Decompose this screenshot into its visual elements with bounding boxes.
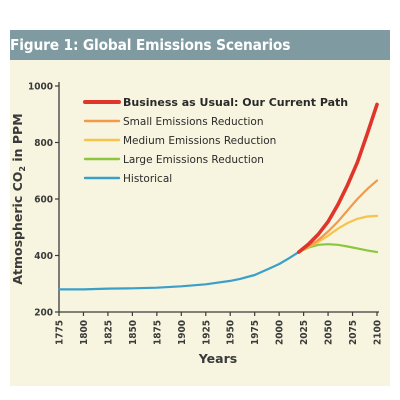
series-line-historical — [57, 251, 300, 291]
y-tick-label: 600 — [34, 195, 53, 206]
x-tick-label: 2075 — [348, 320, 359, 345]
y-axis-label: Atmospheric CO2 in PPM — [10, 113, 27, 284]
figure-title: Figure 1: Global Emissions Scenarios — [10, 36, 291, 54]
x-tick-label: 1775 — [55, 320, 66, 345]
x-tick-label: 1825 — [103, 320, 114, 345]
x-tick-label: 2050 — [324, 320, 335, 345]
x-tick-label: 1900 — [177, 320, 188, 345]
y-axis-label-tail: in PPM — [10, 113, 25, 166]
axes: 200 400 600 800 1000 1775 1800 1825 1850 1875 1900… — [28, 82, 384, 346]
legend-label: Historical — [123, 173, 172, 185]
y-tick-label: 1000 — [28, 82, 53, 93]
series-line-large-emissions-reduction — [297, 243, 379, 254]
x-tick-label: 1950 — [226, 320, 237, 345]
y-tick-label: 200 — [34, 308, 53, 319]
series-line-business-as-usual-our-current-path — [296, 102, 379, 254]
x-tick-label: 1875 — [152, 320, 163, 345]
legend-label: Small Emissions Reduction — [123, 116, 264, 128]
legend: Business as Usual: Our Current Path Small… — [83, 96, 348, 185]
legend-label: Business as Usual: Our Current Path — [123, 96, 348, 109]
x-tick-label: 2000 — [275, 320, 286, 345]
title-bar — [10, 30, 390, 60]
legend-label: Large Emissions Reduction — [123, 154, 264, 166]
x-tick-label: 1850 — [128, 320, 139, 345]
x-tick-label: 1800 — [79, 320, 90, 345]
x-tick-label: 1925 — [201, 320, 212, 345]
x-tick-label: 2100 — [373, 320, 384, 345]
y-tick-label: 800 — [34, 138, 53, 149]
x-tick-label: 2025 — [299, 320, 310, 345]
series-line-small-emissions-reduction — [297, 179, 379, 254]
series-lines — [57, 102, 379, 291]
y-axis-label-subscript: 2 — [18, 166, 27, 172]
y-tick-label: 400 — [34, 251, 53, 262]
y-axis-label-main: Atmospheric CO — [10, 172, 25, 285]
legend-label: Medium Emissions Reduction — [123, 135, 276, 147]
x-axis-label: Years — [198, 351, 237, 366]
x-tick-label: 1975 — [250, 320, 261, 345]
